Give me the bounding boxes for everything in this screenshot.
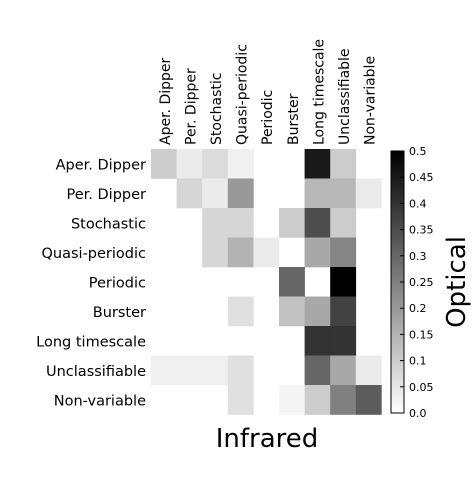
heatmap-cell: [227, 149, 254, 179]
colorbar-tick-label: 0.3: [409, 250, 427, 263]
row-label: Stochastic: [71, 216, 146, 232]
heatmap-cell: [227, 385, 254, 415]
heatmap-cell: [279, 385, 305, 415]
heatmap-cell: [227, 237, 254, 268]
row-label: Long timescale: [36, 334, 146, 350]
heatmap-cell: [227, 296, 254, 327]
colorbar-tick-label: 0.35: [409, 224, 434, 237]
heatmap-cell: [202, 355, 229, 386]
column-label: Stochastic: [209, 73, 225, 145]
row-labels: Aper. Dipper Per. Dipper Stochastic Quasi-p…: [36, 157, 146, 409]
colorbar-tick-label: 0.15: [409, 328, 434, 341]
heatmap-cell: [176, 149, 203, 179]
column-label: Long timescale: [311, 39, 327, 145]
heatmap-cell: [202, 178, 229, 209]
colorbar-tick-label: 0.1: [409, 355, 427, 368]
column-label: Periodic: [260, 90, 276, 145]
heatmap-cell: [330, 178, 357, 209]
heatmap-cell: [176, 355, 203, 386]
heatmap-cell: [330, 385, 357, 415]
colorbar-tick-label: 0.4: [409, 197, 427, 210]
heatmap-cell: [304, 208, 331, 238]
heatmap-cell: [279, 296, 305, 327]
heatmap-cell: [202, 149, 229, 179]
row-label: Per. Dipper: [67, 187, 147, 203]
colorbar: 0.0 0.05 0.1 0.15 0.2 0.25 0.3 0.35 0.4 0.45 0.5: [390, 145, 434, 420]
colorbar-title: Optical: [442, 236, 472, 328]
heatmap-cell: [330, 208, 357, 238]
heatmap-cell: [227, 208, 254, 238]
heatmap-cell: [202, 208, 229, 238]
colorbar-tick-label: 0.25: [409, 276, 434, 289]
heatmap-cell: [330, 296, 357, 327]
row-label: Aper. Dipper: [56, 157, 146, 173]
heatmap-cell: [330, 237, 357, 268]
colorbar-tick-label: 0.05: [409, 381, 434, 394]
row-label: Quasi-periodic: [42, 246, 147, 262]
column-label: Aper. Dipper: [158, 57, 174, 145]
heatmap-cell: [330, 267, 357, 297]
heatmap-cell: [355, 178, 382, 209]
heatmap-cell: [304, 149, 331, 179]
column-label: Unclassifiable: [337, 48, 353, 145]
row-label: Periodic: [89, 275, 146, 291]
heatmap-cell: [279, 267, 305, 297]
heatmap-cell: [355, 385, 382, 415]
column-label: Burster: [286, 93, 302, 145]
heatmap-cell: [355, 355, 382, 386]
column-label: Quasi-periodic: [235, 44, 251, 145]
heatmap-cell: [202, 237, 229, 268]
colorbar-tick-label: 0.45: [409, 171, 434, 184]
column-label: Per. Dipper: [183, 68, 199, 145]
heatmap-cell: [304, 296, 331, 327]
colorbar-tick-label: 0.0: [409, 407, 427, 420]
column-label: Non-variable: [363, 56, 379, 145]
heatmap-cell: [304, 385, 331, 415]
heatmap-cell: [151, 149, 177, 179]
colorbar-tick-label: 0.2: [409, 302, 427, 315]
heatmap-cell: [253, 237, 280, 268]
heatmap-cell: [304, 355, 331, 386]
colorbar-tick-label: 0.5: [409, 145, 427, 158]
row-label: Unclassifiable: [46, 364, 146, 380]
row-label: Non-variable: [54, 393, 146, 409]
heatmap-cell: [279, 208, 305, 238]
heatmap-cell: [227, 178, 254, 209]
heatmap-cell: [330, 326, 357, 356]
heatmap-cell: [151, 355, 177, 386]
column-labels: Aper. Dipper Per. Dipper Stochastic Quasi-p…: [158, 39, 379, 145]
heatmap-cell: [330, 149, 357, 179]
x-axis-title: Infrared: [216, 424, 319, 454]
heatmap-cells: [151, 149, 382, 415]
heatmap-cell: [304, 237, 331, 268]
heatmap-cell: [330, 355, 357, 386]
heatmap-cell: [304, 178, 331, 209]
row-label: Burster: [93, 305, 146, 321]
heatmap-cell: [227, 355, 254, 386]
heatmap-cell: [304, 326, 331, 356]
heatmap-cell: [176, 178, 203, 209]
